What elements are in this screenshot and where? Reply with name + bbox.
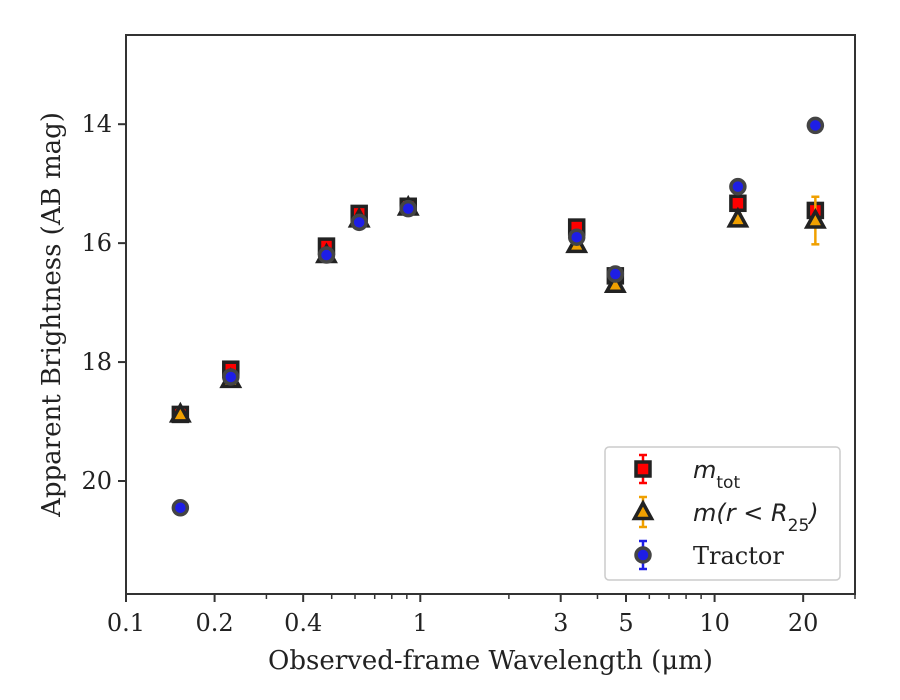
data-point-circle	[606, 265, 625, 283]
series-circle	[171, 116, 825, 517]
legend-box	[604, 446, 841, 581]
data-point-circle	[399, 199, 417, 218]
legend-marker-circle	[634, 546, 652, 564]
data-point-triangle	[603, 272, 627, 294]
data-point-circle	[806, 116, 825, 135]
data-point-triangle	[726, 206, 750, 228]
data-point-circle	[350, 213, 368, 232]
data-point-triangle	[168, 401, 192, 423]
x-tick-label: 0.4	[284, 609, 322, 637]
data-point-circle	[222, 368, 240, 386]
x-tick-label: 1	[413, 609, 428, 637]
x-tick-label: 5	[618, 609, 633, 637]
series-square	[171, 194, 825, 424]
data-point-triangle	[803, 207, 827, 229]
x-axis-label: Observed-frame Wavelength (μm)	[268, 646, 713, 676]
x-tick-label: 20	[788, 609, 819, 637]
legend-label: mtot	[693, 456, 740, 493]
data-points-layer	[168, 116, 827, 517]
x-tick-label: 10	[699, 609, 730, 637]
data-point-circle	[729, 177, 747, 196]
legend-marker-triangle	[631, 499, 655, 521]
axis-ticks-layer: 0.1 0.2 0.4 1 3 5 10 20 14 16 18 20	[81, 110, 856, 637]
legend-label: m(r < R25)	[693, 499, 819, 536]
y-tick-label: 20	[81, 467, 112, 495]
legend-label: Tractor	[693, 542, 784, 570]
x-tick-label: 0.2	[196, 609, 234, 637]
y-tick-label: 14	[81, 110, 112, 138]
data-point-circle	[317, 246, 336, 264]
x-tick-label: 3	[553, 609, 568, 637]
y-axis-label: Apparent Brightness (AB mag)	[37, 112, 67, 518]
y-tick-label: 16	[81, 229, 112, 257]
series-triangle	[168, 194, 827, 423]
legend-marker-square	[634, 460, 652, 478]
data-point-circle	[171, 499, 190, 517]
x-tick-label: 0.1	[107, 609, 145, 637]
legend: mtot m(r < R25) Tractor	[604, 446, 841, 581]
data-point-circle	[567, 228, 586, 246]
plot-frame	[125, 34, 856, 595]
y-tick-label: 18	[81, 348, 112, 376]
